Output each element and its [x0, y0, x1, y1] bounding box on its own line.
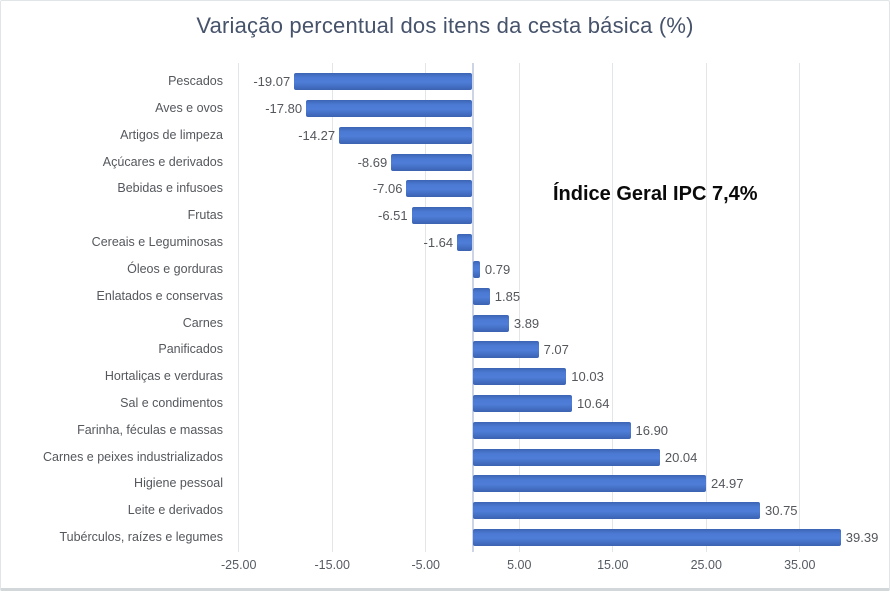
bar: [472, 368, 567, 386]
x-gridline: [705, 63, 707, 552]
x-tick-label: -15.00: [314, 558, 350, 572]
category-label: Tubérculos, raízes e legumes: [59, 529, 223, 544]
x-tick-label: 15.00: [597, 558, 629, 572]
chart-title: Variação percentual dos itens da cesta b…: [196, 13, 694, 38]
x-tick-label: -5.00: [411, 558, 441, 572]
x-tick-label: -25.00: [221, 558, 257, 572]
category-label: Óleos e gorduras: [127, 261, 223, 276]
category-label: Artigos de limpeza: [120, 127, 223, 142]
value-label: -8.69: [357, 154, 388, 170]
x-gridline: [331, 63, 333, 552]
x-tick-label: 25.00: [690, 558, 722, 572]
x-gridline: [799, 63, 801, 552]
x-gridline: [425, 63, 427, 552]
bar: [472, 421, 631, 439]
category-label: Panificados: [158, 342, 223, 357]
bar: [391, 153, 473, 171]
value-label: -19.07: [253, 74, 291, 90]
value-label: 10.03: [571, 369, 604, 385]
bar: [406, 180, 473, 198]
category-label: Frutas: [187, 208, 223, 223]
value-label: -6.51: [377, 208, 408, 224]
category-label: Enlatados e conservas: [96, 288, 223, 303]
bar: [472, 341, 539, 359]
x-gridline: [612, 63, 614, 552]
category-label: Leite e derivados: [127, 503, 223, 518]
value-label: 1.85: [494, 288, 521, 304]
bar: [472, 394, 572, 412]
category-label: Sal e condimentos: [120, 395, 223, 410]
value-label: 3.89: [513, 315, 540, 331]
value-label: 10.64: [576, 395, 610, 411]
category-label: Carnes e peixes industrializados: [43, 449, 223, 464]
bar: [339, 126, 473, 144]
category-label: Aves e ovos: [155, 101, 223, 116]
bar: [306, 100, 473, 118]
x-gridline: [518, 63, 520, 552]
value-label: -1.64: [423, 235, 454, 251]
value-label: -14.27: [298, 127, 336, 143]
category-label: Hortaliças e verduras: [104, 369, 223, 384]
bar: [472, 528, 841, 546]
value-label: 0.79: [484, 261, 511, 277]
value-label: 39.39: [845, 529, 879, 545]
bar: [472, 260, 480, 278]
value-label: 16.90: [635, 422, 669, 438]
category-label: Cereais e Leguminosas: [91, 235, 223, 250]
zero-axis-line: [471, 63, 474, 552]
category-label: Farinha, féculas e massas: [77, 422, 223, 437]
category-label: Açúcares e derivados: [102, 154, 223, 169]
bar: [294, 73, 473, 91]
x-tick-label: 5.00: [507, 558, 532, 572]
value-label: 7.07: [543, 342, 569, 358]
bar: [472, 475, 706, 493]
category-label: Pescados: [168, 74, 223, 89]
category-label: Carnes: [182, 315, 223, 330]
x-tick-label: 35.00: [784, 558, 816, 572]
bar: [411, 207, 473, 225]
category-label: Bebidas e infusoes: [117, 181, 223, 196]
category-label: Higiene pessoal: [134, 476, 223, 491]
bar: [472, 502, 760, 520]
ipc-annotation: Índice Geral IPC 7,4%: [553, 183, 758, 205]
bar: [472, 448, 660, 466]
value-label: 30.75: [765, 503, 798, 519]
bar: [472, 287, 490, 305]
value-label: 20.04: [664, 449, 698, 465]
value-label: -7.06: [372, 181, 403, 197]
value-label: 24.97: [710, 476, 744, 492]
bar: [457, 234, 473, 252]
bar: [472, 314, 509, 332]
value-label: -17.80: [265, 101, 303, 117]
x-gridline: [238, 63, 240, 552]
